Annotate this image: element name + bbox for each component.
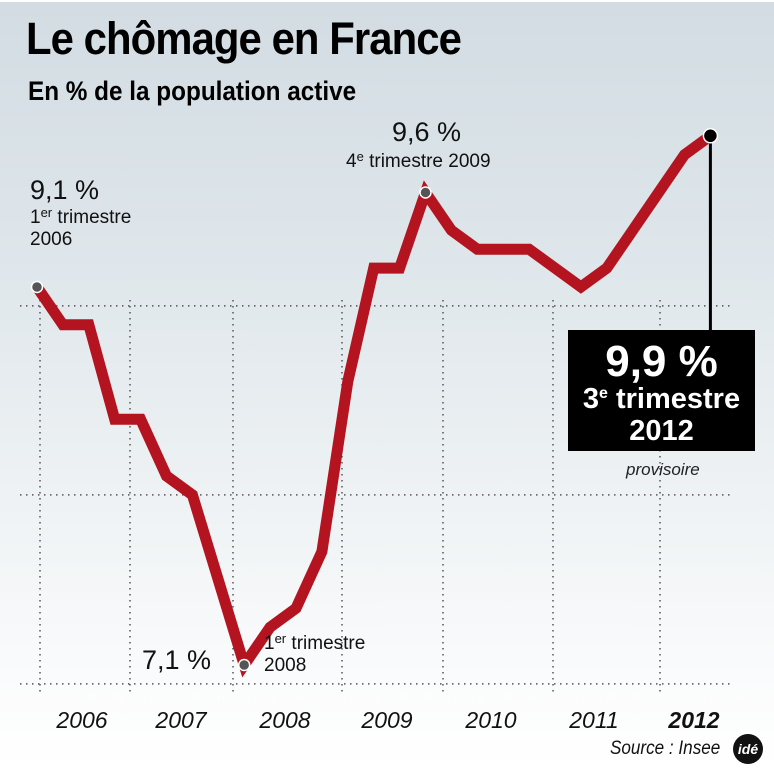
annotation-label-year: 2006: [30, 228, 73, 250]
quarter-tick-label: II: [271, 692, 277, 704]
data-point-marker: [419, 186, 432, 199]
annotation-label-year: 2008: [264, 654, 307, 676]
quarter-tick-label: IV: [113, 692, 124, 704]
label-text: trimestre 2009: [369, 151, 491, 172]
data-point-marker: [30, 280, 44, 294]
data-point-marker: [237, 658, 251, 672]
chart-title: Le chômage en France: [26, 13, 462, 64]
logo-text: idé: [737, 741, 759, 757]
quarter-tick-label: III: [710, 692, 719, 704]
quarter-tick-label: III: [295, 692, 304, 704]
label-num: 1: [30, 207, 41, 229]
label-num: 4: [346, 151, 357, 172]
label-text: trimestre: [291, 633, 366, 654]
series-line-unemployment: [31, 130, 716, 678]
quarter-tick-label: I: [143, 692, 146, 704]
quarter-tick-label: II: [64, 692, 70, 704]
quarter-tick-label: I: [350, 692, 353, 704]
quarter-tick-label: II: [375, 692, 381, 704]
label-sup: er: [274, 631, 287, 646]
quarter-tick-label: III: [399, 692, 408, 704]
quarter-tick-label: IV: [321, 692, 332, 704]
top-border: [0, 0, 774, 2]
label-num: 3: [582, 383, 600, 415]
quarter-tick-label: IV: [735, 692, 746, 704]
label-text: trimestre: [615, 383, 741, 415]
quarter-tick-label: IV: [528, 692, 539, 704]
x-tick-label-2009: 2009: [360, 707, 412, 733]
quarter-tick-label: IV: [217, 692, 228, 704]
annotation-2008-q1-label: 1er trimestre 2008: [264, 631, 366, 677]
quarter-tick-label: I: [247, 692, 250, 704]
x-tick-label-2008: 2008: [258, 707, 310, 733]
annotation-2006-q1: 9,1 % 1er trimestre 2006: [30, 175, 131, 251]
callout-value: 9,9 %: [605, 337, 718, 386]
quarter-tick-label: I: [661, 692, 664, 704]
quarter-tick-label: I: [39, 692, 42, 704]
label-text: trimestre: [57, 207, 132, 229]
annotation-2009-q4-label: 4e trimestre 2009: [346, 149, 491, 173]
x-tick-label-2010: 2010: [464, 707, 516, 733]
x-tick-label-2007: 2007: [154, 707, 207, 733]
quarter-tick-label: IV: [631, 692, 642, 704]
annotation-2008-q1-value: 7,1 %: [142, 645, 211, 676]
quarter-tick-label: IV: [424, 692, 435, 704]
quarter-tick-label: I: [454, 692, 457, 704]
quarter-tick-label: III: [606, 692, 615, 704]
gridlines: [20, 300, 734, 692]
x-tick-label-2011: 2011: [568, 707, 618, 733]
point-markers: [30, 128, 719, 672]
x-tick-label-2012: 2012: [667, 707, 719, 733]
annotation-value: 7,1 %: [142, 645, 212, 675]
quarter-tick-label: III: [503, 692, 512, 704]
latest-value-callout: 9,9 % 3e trimestre 2012: [568, 330, 755, 451]
callout-label: 3e trimestre: [568, 383, 755, 416]
label-sup: e: [599, 385, 608, 402]
annotation-value: 9,6 %: [392, 117, 462, 147]
quarter-tick-label: I: [557, 692, 560, 704]
x-tick-label-2006: 2006: [55, 707, 107, 733]
publisher-logo: idé: [733, 734, 763, 764]
quarter-ticks: I II III IV I II III IV I II III IV I II III IV I II III IV…: [39, 692, 746, 704]
label-sup: er: [40, 205, 53, 221]
annotation-value: 9,1 %: [30, 175, 100, 205]
provisional-note: provisoire: [626, 460, 700, 479]
label-num: 1: [264, 633, 275, 654]
quarter-tick-label: II: [167, 692, 173, 704]
source-credit: Source : Insee: [610, 738, 721, 759]
annotation-label: 1er trimestre: [30, 205, 132, 229]
quarter-tick-label: II: [478, 692, 484, 704]
chart-subtitle: En % de la population active: [28, 76, 357, 106]
x-axis-ticks: 2006 2007 2008 2009 2010 2011 2012: [55, 707, 719, 733]
data-point-marker: [702, 128, 719, 144]
quarter-tick-label: III: [192, 692, 201, 704]
quarter-tick-label: II: [582, 692, 588, 704]
annotation-2009-q4-value: 9,6 %: [392, 117, 461, 148]
callout-year: 2012: [629, 414, 694, 447]
quarter-tick-label: III: [88, 692, 97, 704]
quarter-tick-label: II: [685, 692, 691, 704]
label-sup: e: [356, 149, 364, 164]
